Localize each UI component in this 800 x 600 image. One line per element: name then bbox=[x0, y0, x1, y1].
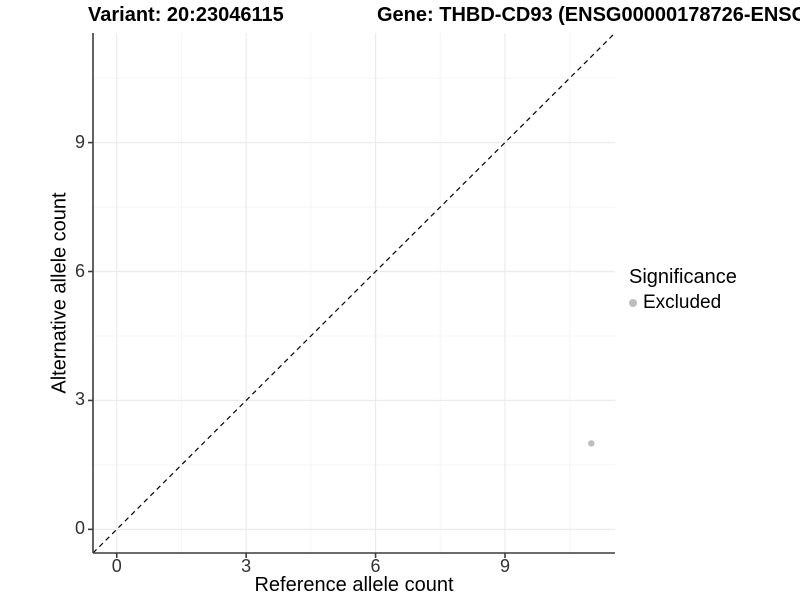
x-tick-label: 0 bbox=[111, 556, 122, 576]
x-axis-title: Reference allele count bbox=[254, 574, 454, 596]
x-tick-label: 9 bbox=[499, 556, 510, 576]
plot-title-gene: Gene: THBD-CD93 (ENSG00000178726-ENSG bbox=[377, 4, 800, 26]
y-tick-label: 6 bbox=[74, 260, 85, 281]
legend-item-label: Excluded bbox=[643, 292, 722, 313]
y-axis-title: Alternative allele count bbox=[48, 192, 71, 394]
legend-item-excluded: Excluded bbox=[629, 292, 737, 314]
y-tick-label: 9 bbox=[74, 131, 85, 152]
y-tick-label: 0 bbox=[74, 518, 85, 539]
legend-point-icon bbox=[629, 299, 637, 307]
data-point bbox=[588, 440, 595, 447]
y-tick-label: 3 bbox=[74, 389, 85, 410]
legend-title: Significance bbox=[629, 266, 737, 288]
legend: Significance Excluded bbox=[629, 266, 737, 314]
identity-reference-line bbox=[92, 32, 616, 554]
x-tick-label: 3 bbox=[241, 556, 252, 576]
x-tick-label: 6 bbox=[370, 556, 381, 576]
plot-title-variant: Variant: 20:23046115 bbox=[88, 4, 284, 26]
